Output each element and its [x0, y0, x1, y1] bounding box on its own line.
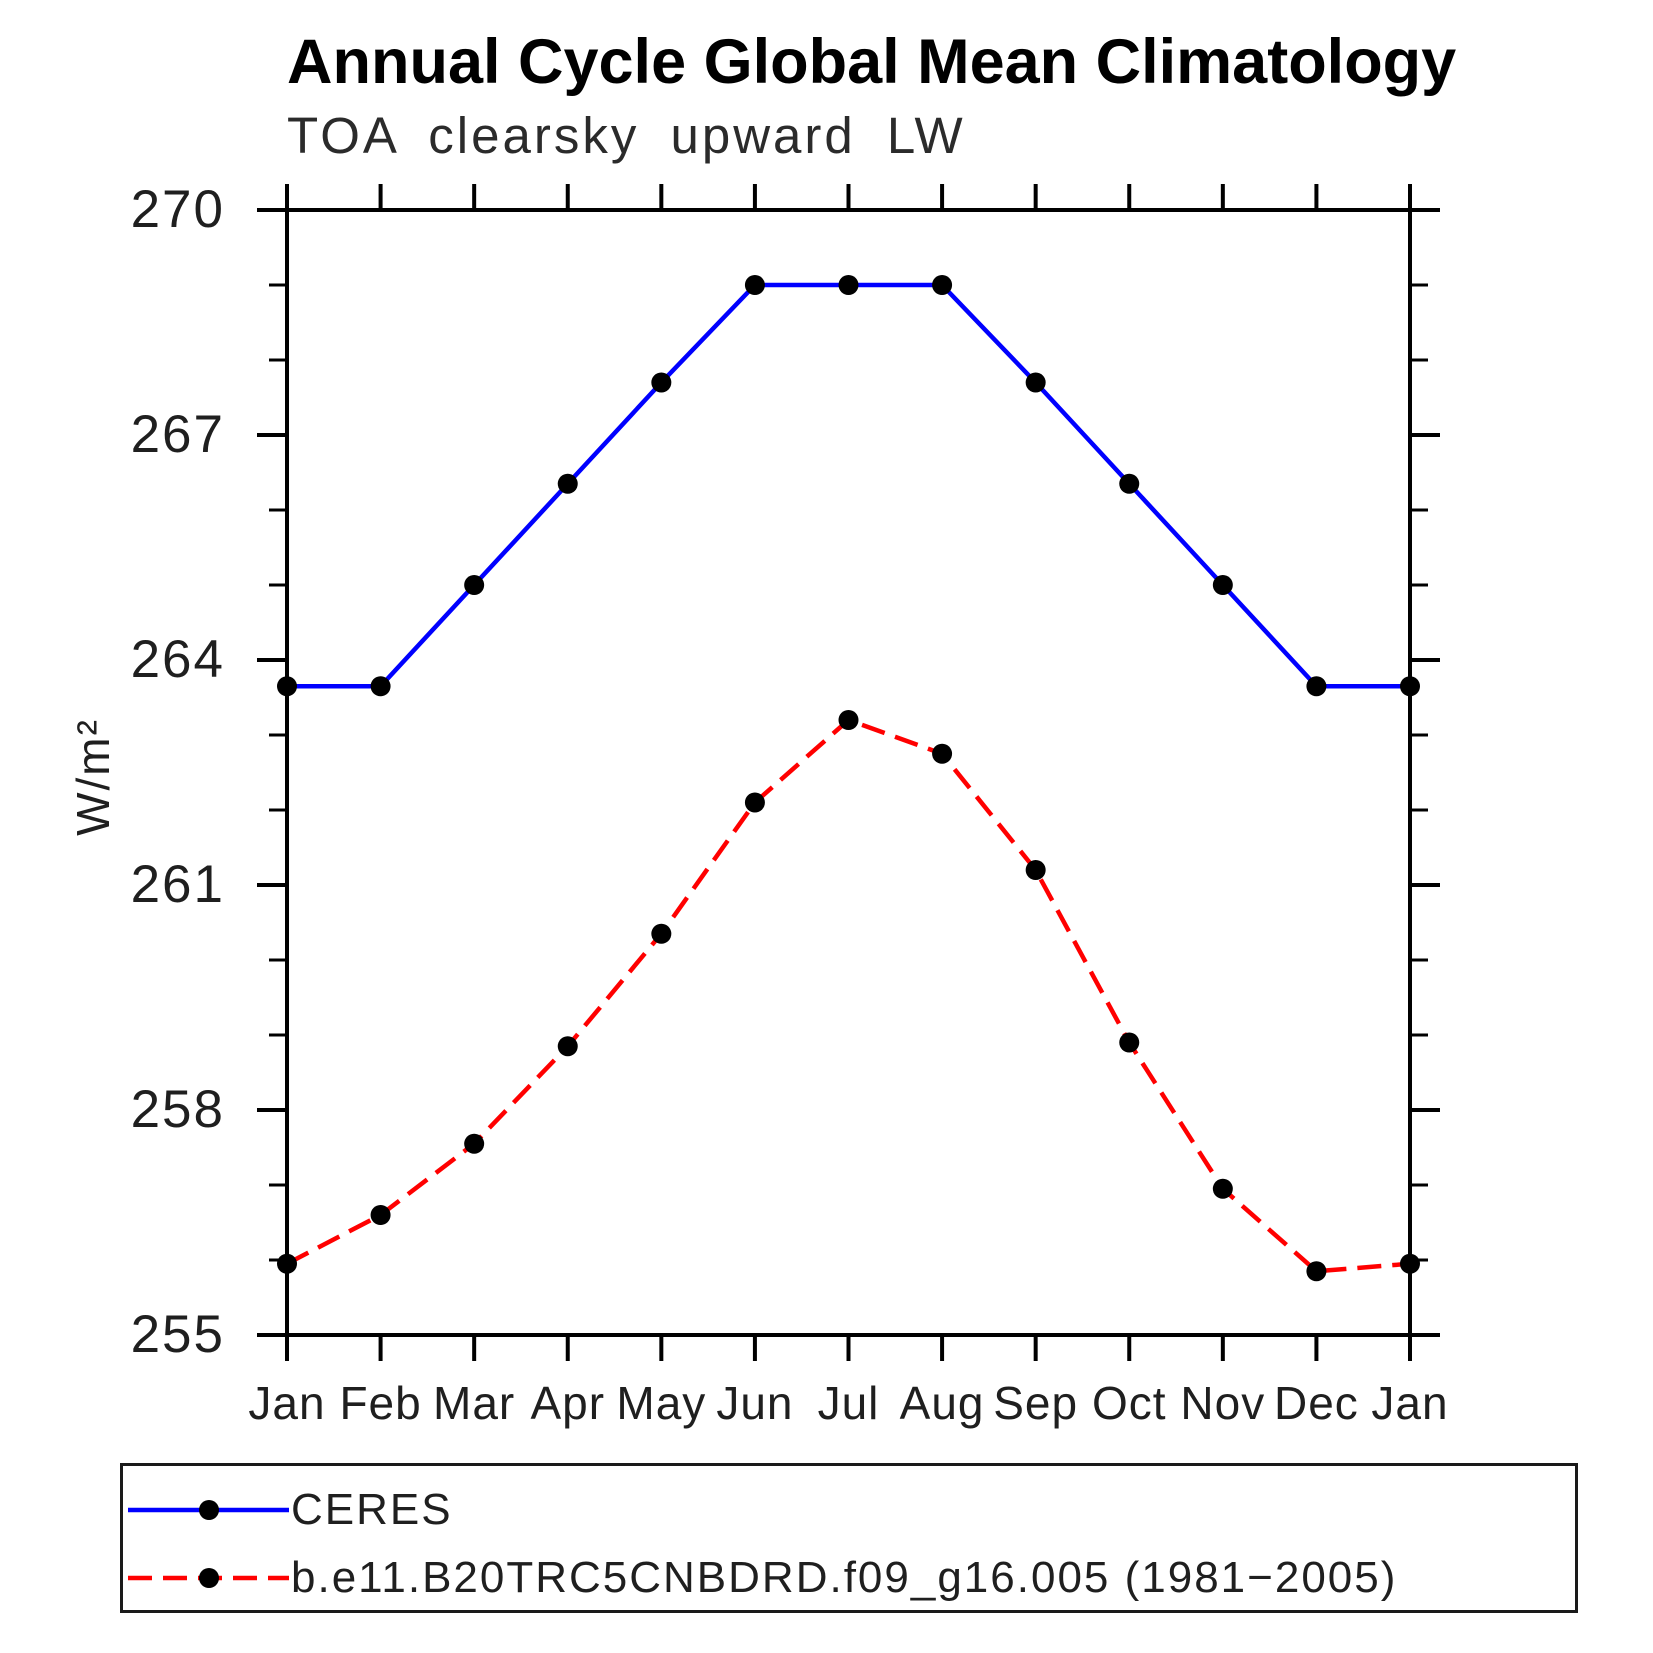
x-tick-label: Jan — [1371, 1377, 1449, 1429]
x-tick-label: Sep — [993, 1377, 1079, 1429]
data-point-marker — [1025, 860, 1046, 880]
legend-item-ceres: CERES — [123, 1482, 1575, 1538]
data-point-marker — [464, 575, 485, 595]
data-point-marker — [1400, 1253, 1420, 1274]
x-tick-label: Jul — [817, 1377, 880, 1429]
legend-line-sample-model — [128, 1568, 289, 1588]
y-tick-label: 264 — [130, 630, 225, 689]
data-point-marker — [1306, 1261, 1327, 1282]
x-tick-label: May — [616, 1377, 707, 1429]
data-point-marker — [1119, 1032, 1140, 1053]
series-line-0 — [287, 282, 1410, 689]
data-point-marker — [557, 1036, 578, 1057]
y-tick-label: 270 — [130, 180, 225, 239]
data-point-marker — [277, 1253, 297, 1274]
data-point-marker — [370, 1205, 391, 1225]
legend-marker-model — [199, 1568, 219, 1588]
chart-subtitle: TOA clearsky upward LW — [287, 107, 966, 164]
x-tick-label: Jun — [716, 1377, 794, 1429]
data-point-marker — [277, 676, 297, 697]
data-point-marker — [1025, 372, 1046, 393]
axis-frame-rect — [285, 208, 1412, 1337]
data-point-marker — [744, 275, 765, 295]
data-point-marker — [1306, 676, 1327, 697]
data-point-marker — [651, 923, 672, 944]
x-tick-label: Feb — [339, 1377, 422, 1429]
axis-frame — [285, 208, 1412, 1337]
x-tick-label: Nov — [1180, 1377, 1266, 1429]
series-lines — [285, 282, 1411, 1274]
y-tick-label: 255 — [130, 1305, 225, 1364]
x-tick-label: Apr — [530, 1377, 606, 1429]
data-point-marker — [1212, 575, 1233, 595]
x-axis-ticks — [285, 184, 1412, 1361]
chart-title: Annual Cycle Global Mean Climatology — [287, 27, 1457, 97]
data-point-marker — [932, 275, 953, 295]
data-point-marker — [1119, 473, 1140, 494]
y-axis-ticks — [257, 208, 1440, 1337]
legend-marker-ceres — [199, 1500, 219, 1520]
data-point-marker — [932, 743, 953, 764]
data-point-marker — [1212, 1178, 1233, 1199]
data-point-marker — [744, 792, 765, 813]
x-tick-label: Dec — [1274, 1377, 1359, 1429]
y-tick-label: 261 — [130, 855, 225, 914]
x-tick-label: Oct — [1091, 1377, 1167, 1429]
data-point-marker — [370, 676, 391, 697]
data-point-marker — [1400, 676, 1420, 697]
x-tick-label: Aug — [899, 1377, 985, 1429]
y-tick-label: 258 — [130, 1080, 225, 1139]
legend-item-model: b.e11.B20TRC5CNBDRD.f09_g16.005 (1981−20… — [123, 1550, 1575, 1606]
legend-label-model: b.e11.B20TRC5CNBDRD.f09_g16.005 (1981−20… — [291, 1553, 1398, 1602]
legend-box: CERES b.e11.B20TRC5CNBDRD.f09_g16.005 (1… — [120, 1463, 1578, 1613]
x-tick-label: Jan — [248, 1377, 326, 1429]
data-point-marker — [838, 710, 859, 730]
data-point-marker — [838, 275, 859, 295]
legend-label-ceres: CERES — [291, 1485, 453, 1534]
data-point-marker — [651, 372, 672, 393]
x-tick-label: Mar — [433, 1377, 516, 1429]
series-line-1 — [285, 717, 1411, 1274]
data-point-marker — [557, 473, 578, 494]
data-point-markers — [277, 275, 1420, 1282]
legend-line-sample-ceres — [128, 1500, 289, 1520]
y-tick-label: 267 — [130, 405, 225, 464]
data-point-marker — [464, 1133, 485, 1154]
